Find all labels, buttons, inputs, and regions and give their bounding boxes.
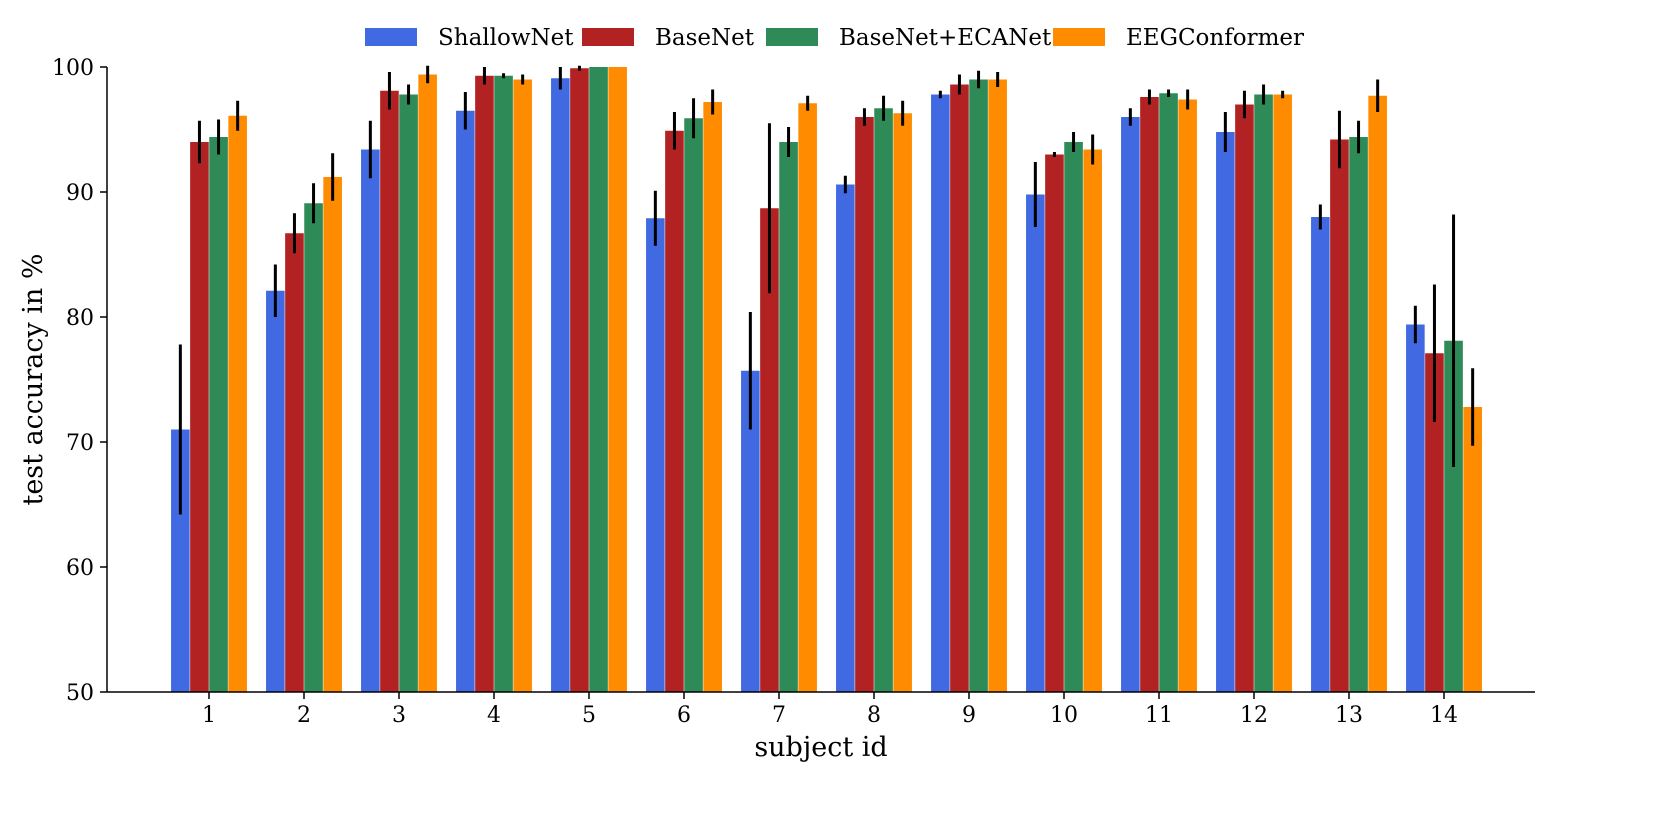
bar [684, 118, 703, 692]
bar [893, 113, 912, 692]
bar [285, 233, 304, 692]
bar [1406, 324, 1425, 692]
x-tick-label: 4 [487, 703, 501, 728]
bar [209, 137, 228, 692]
bar [1216, 132, 1235, 692]
bars [171, 67, 1482, 692]
x-tick-label: 5 [582, 703, 596, 728]
bar [1083, 149, 1102, 692]
bar [323, 177, 342, 692]
x-ticks: 1 2 3 4 5 6 7 8 9 10 11 12 13 14 [202, 692, 1458, 728]
y-tick-label: 100 [52, 56, 94, 81]
y-tick-label: 70 [66, 431, 94, 456]
bar [494, 75, 513, 692]
bar [361, 149, 380, 692]
bar [874, 108, 893, 692]
bar [665, 130, 684, 692]
y-ticks: 50 60 70 80 90 100 [52, 56, 107, 706]
legend: ShallowNet BaseNet BaseNet+ECANet EEGConfor… [365, 25, 1304, 51]
bar [190, 142, 209, 692]
bar [456, 110, 475, 692]
bar [1045, 154, 1064, 692]
bar [760, 208, 779, 692]
plot-area [171, 65, 1482, 692]
x-tick-label: 8 [867, 703, 881, 728]
y-tick-label: 80 [66, 306, 94, 331]
bar [1159, 93, 1178, 692]
x-tick-label: 14 [1430, 703, 1458, 728]
x-tick-label: 10 [1050, 703, 1078, 728]
bar [646, 218, 665, 692]
bar [171, 429, 190, 692]
bar [380, 90, 399, 692]
bar [1121, 117, 1140, 692]
bar [418, 74, 437, 692]
bar [836, 184, 855, 692]
bar [1273, 94, 1292, 692]
bar [266, 290, 285, 692]
bar [741, 370, 760, 692]
y-tick-label: 50 [66, 681, 94, 706]
x-tick-label: 2 [297, 703, 311, 728]
bar [1178, 99, 1197, 692]
x-tick-label: 6 [677, 703, 691, 728]
bar [513, 79, 532, 692]
y-tick-label: 60 [66, 556, 94, 581]
x-tick-label: 1 [202, 703, 216, 728]
x-tick-label: 7 [772, 703, 786, 728]
bar [475, 75, 494, 692]
bar [1330, 139, 1349, 692]
legend-label: EEGConformer [1126, 25, 1304, 51]
legend-swatch [766, 28, 818, 46]
x-tick-label: 11 [1145, 703, 1173, 728]
bar [399, 94, 418, 692]
y-tick-label: 90 [66, 181, 94, 206]
bar [570, 68, 589, 692]
x-tick-label: 12 [1240, 703, 1268, 728]
bar [304, 203, 323, 692]
bar [1064, 142, 1083, 692]
legend-item: BaseNet [582, 25, 755, 51]
bar [950, 84, 969, 692]
x-tick-label: 13 [1335, 703, 1363, 728]
bar [969, 79, 988, 692]
bar [1349, 137, 1368, 692]
bar [855, 117, 874, 692]
bar [798, 103, 817, 692]
bar [1254, 94, 1273, 692]
legend-label: BaseNet+ECANet [839, 25, 1052, 51]
legend-swatch [365, 28, 417, 46]
legend-swatch [1053, 28, 1105, 46]
bar [1444, 340, 1463, 692]
legend-item: ShallowNet [365, 25, 574, 51]
bar [703, 102, 722, 692]
bar [1235, 104, 1254, 692]
bar [1368, 95, 1387, 692]
legend-label: BaseNet [655, 25, 755, 51]
bar [589, 67, 608, 692]
bar [1425, 353, 1444, 692]
legend-item: BaseNet+ECANet [766, 25, 1052, 51]
bar [551, 78, 570, 692]
bar [988, 79, 1007, 692]
x-tick-label: 3 [392, 703, 406, 728]
bar [228, 115, 247, 692]
bar [1311, 217, 1330, 692]
bar [1463, 407, 1482, 692]
bar [608, 67, 627, 692]
x-tick-label: 9 [962, 703, 976, 728]
legend-item: EEGConformer [1053, 25, 1304, 51]
legend-swatch [582, 28, 634, 46]
bar [1140, 97, 1159, 692]
bar [779, 142, 798, 692]
y-axis-title: test accuracy in % [18, 253, 49, 505]
bar [1026, 194, 1045, 692]
x-axis-title: subject id [754, 732, 887, 763]
bar [931, 94, 950, 692]
legend-label: ShallowNet [438, 25, 574, 51]
error-bars [178, 65, 1475, 515]
